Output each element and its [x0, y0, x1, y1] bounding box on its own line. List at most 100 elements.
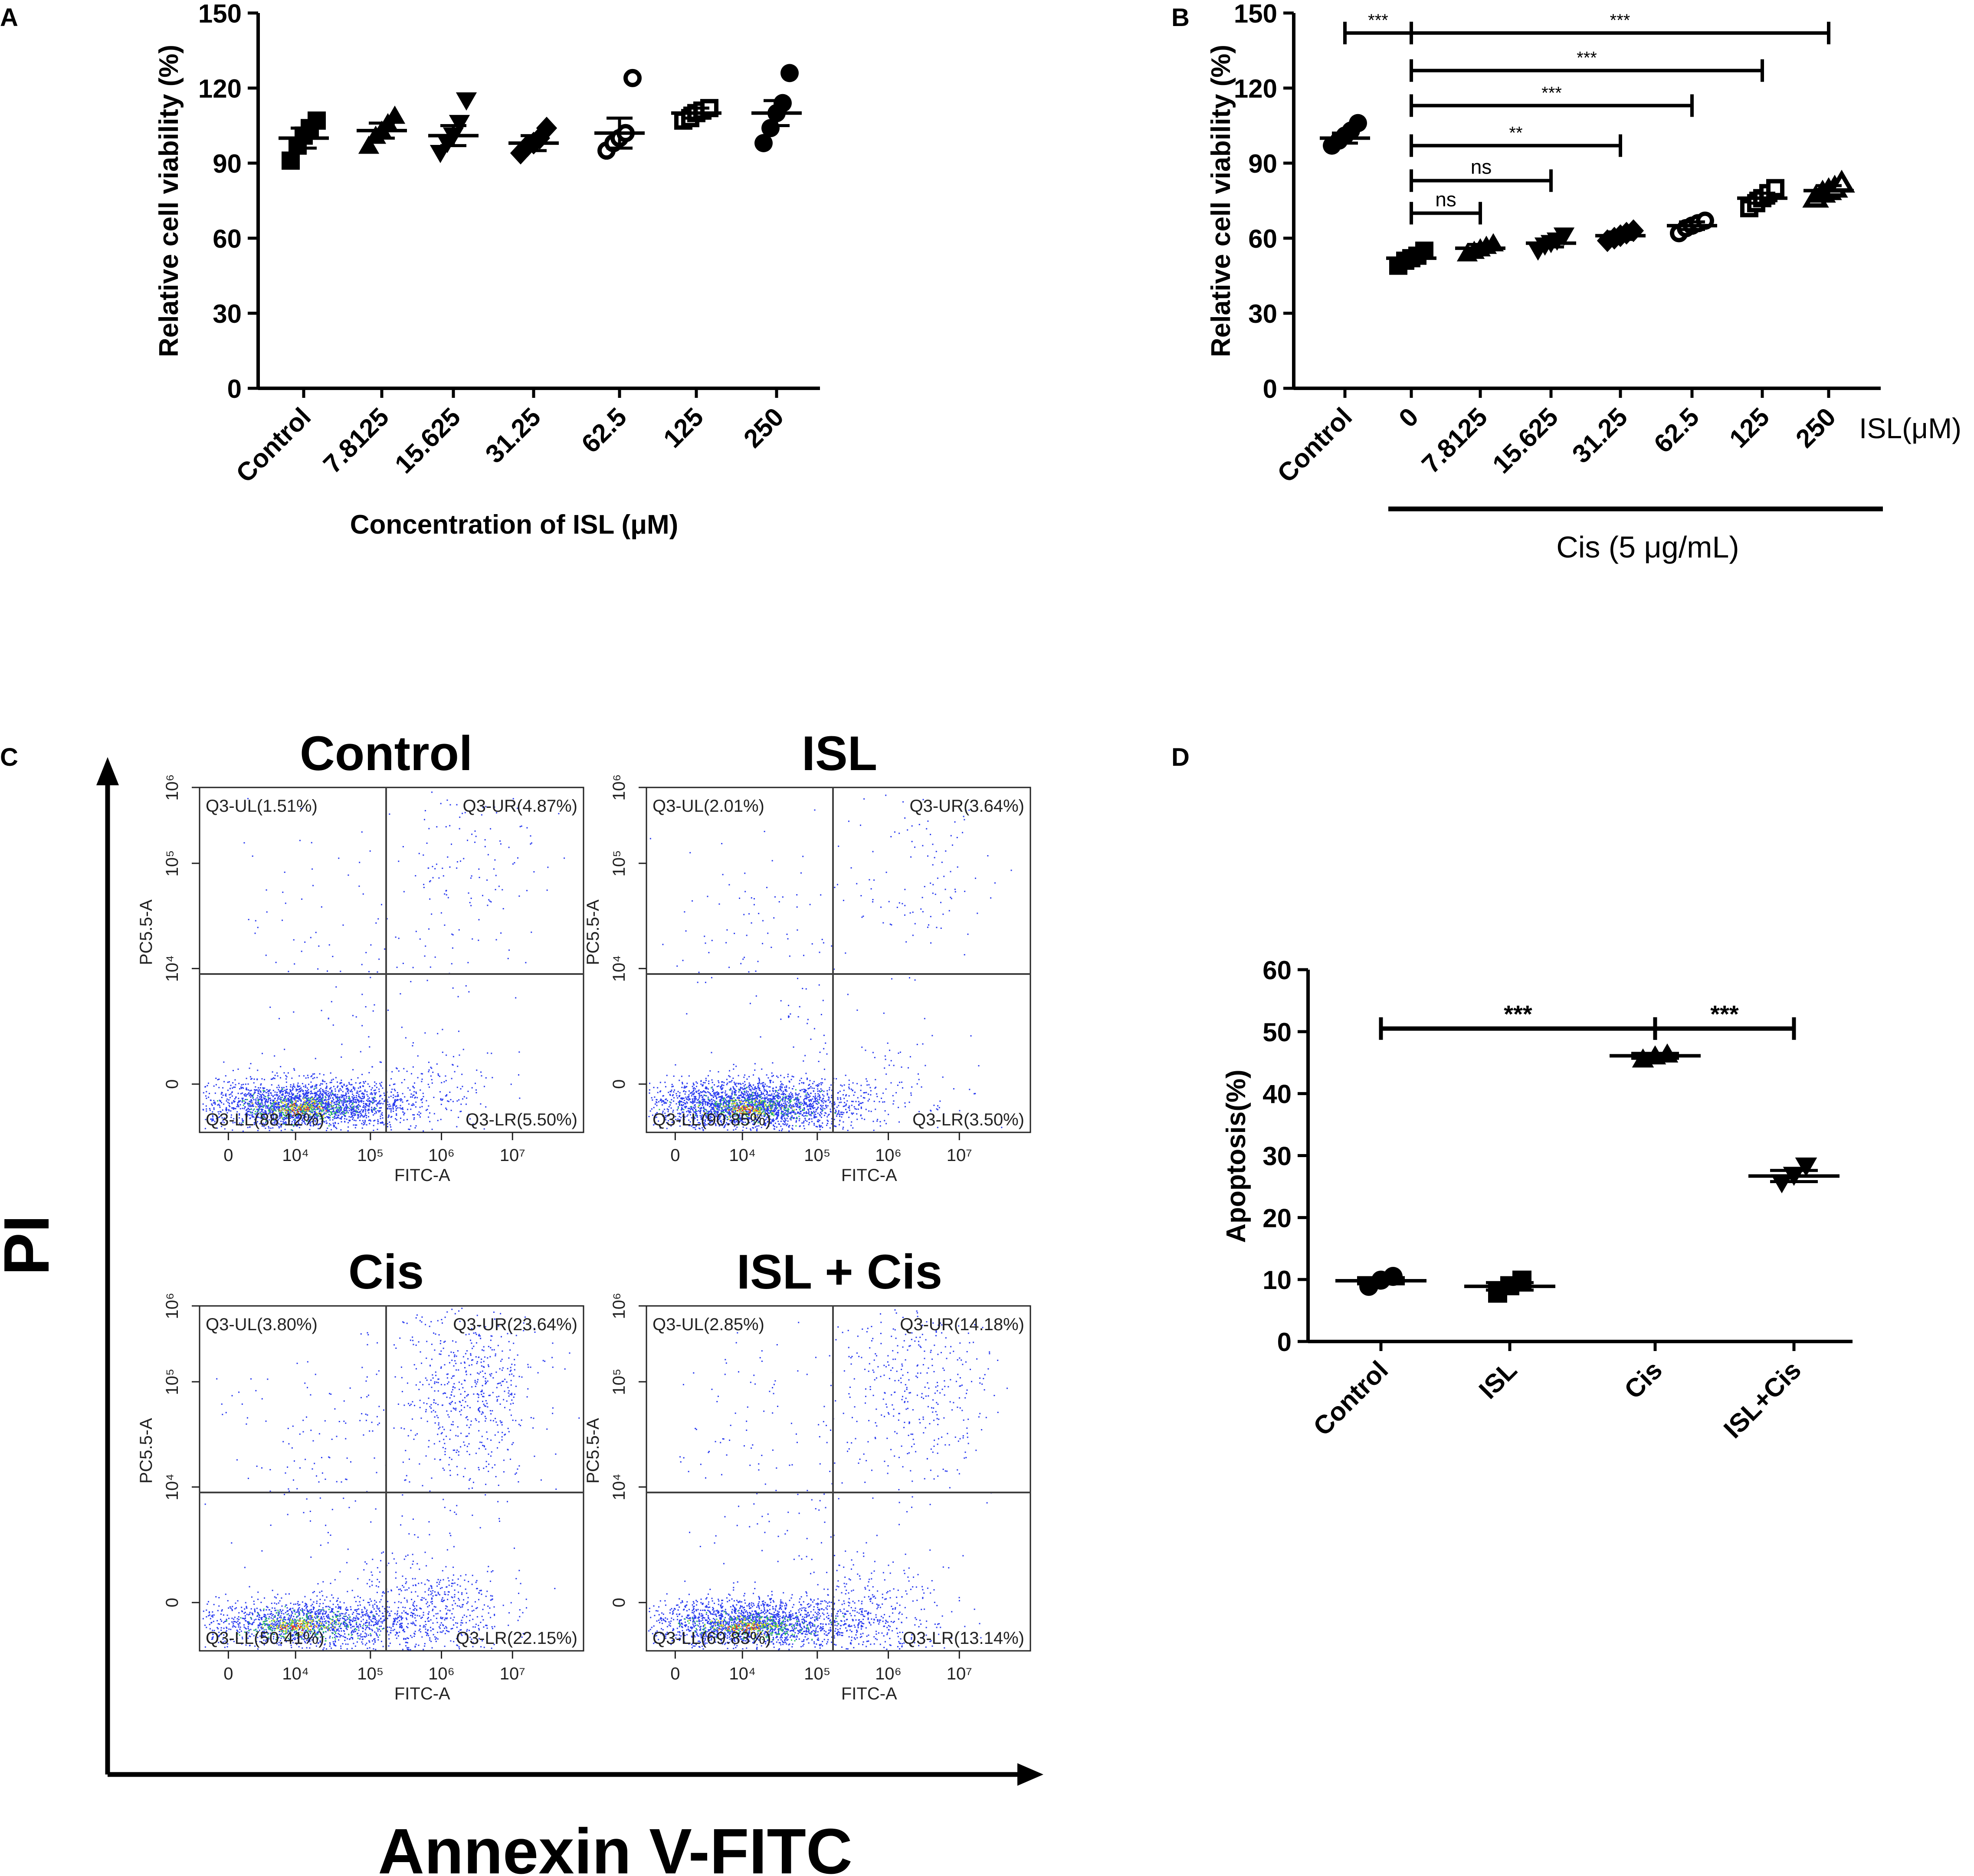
panel-c-dot	[843, 1112, 845, 1114]
panel-c-dot	[330, 1072, 331, 1074]
panel-c-dot	[710, 1095, 712, 1096]
panel-c-dot	[328, 1109, 330, 1111]
panel-c-dot	[285, 1113, 287, 1115]
panel-c-dot	[761, 1068, 763, 1070]
panel-c-dot	[764, 1090, 765, 1092]
panel-c-dot	[803, 1101, 805, 1102]
panel-c-dot	[306, 1098, 308, 1100]
panel-c-dot	[265, 1122, 267, 1124]
panel-c-dot	[738, 1075, 739, 1076]
panel-c-dot	[288, 1098, 289, 1100]
panel-c-dot	[338, 1089, 340, 1091]
panel-c-dot	[322, 1095, 324, 1097]
panel-c-dot	[705, 1109, 706, 1110]
panel-c-dot	[834, 1103, 836, 1105]
panel-c-dot	[255, 1114, 257, 1115]
panel-c-dot	[751, 1121, 753, 1122]
panel-c-dot	[331, 1089, 332, 1091]
panel-c-dot	[210, 1099, 211, 1101]
panel-c-dot	[437, 1120, 439, 1122]
panel-c-dot	[683, 1104, 685, 1106]
panel-c-dot	[250, 1094, 252, 1096]
panel-c-dot	[757, 1093, 758, 1095]
panel-c-dot	[822, 1082, 823, 1084]
panel-c-dot	[467, 840, 469, 841]
panel-c-dot	[488, 899, 490, 901]
panel-c-dot	[257, 1095, 259, 1097]
panel-c-dot	[294, 1095, 296, 1097]
panel-c-dot	[799, 1089, 801, 1091]
panel-c-dot	[291, 1096, 292, 1098]
panel-c-dot	[826, 1116, 828, 1118]
panel-c-dot	[371, 1110, 373, 1112]
panel-b-significance-label: ns	[1435, 188, 1456, 210]
panel-c-dot	[338, 1114, 339, 1116]
panel-c-dot	[282, 1123, 284, 1125]
panel-c-dot	[298, 1095, 300, 1097]
panel-c-dot	[245, 1102, 246, 1103]
panel-c-dot	[322, 1101, 324, 1102]
panel-c-dot	[330, 1102, 331, 1104]
panel-c-dot	[468, 991, 470, 993]
panel-c-dot	[803, 1082, 804, 1083]
panel-c-dot	[813, 1124, 815, 1126]
panel-c-dot	[308, 1100, 310, 1102]
panel-c-dot	[293, 1085, 295, 1087]
panel-c-dot	[321, 1118, 323, 1120]
panel-c-dot	[345, 1101, 347, 1103]
panel-c-dot	[259, 1112, 261, 1113]
panel-c-dot	[689, 1110, 691, 1112]
panel-c-dot	[291, 1121, 293, 1122]
panel-c-dot	[371, 1087, 373, 1089]
panel-c-dot	[452, 947, 453, 949]
panel-c-dot	[341, 1113, 343, 1115]
panel-c-dot	[321, 1097, 323, 1099]
panel-c-dot	[355, 1016, 357, 1018]
panel-c-dot	[669, 1091, 671, 1092]
panel-c-dot	[661, 1101, 662, 1103]
panel-c-dot	[384, 1095, 385, 1096]
panel-c-dot	[738, 1122, 740, 1123]
panel-c-dot	[346, 1118, 348, 1120]
panel-c-dot	[750, 1089, 752, 1090]
panel-c-dot	[761, 1098, 763, 1099]
panel-c-dot	[289, 1102, 291, 1104]
panel-c-dot	[780, 1116, 782, 1118]
panel-c-dot	[258, 1089, 260, 1091]
panel-c-dot	[305, 1092, 306, 1094]
panel-c-dot	[269, 1097, 270, 1099]
panel-a-ytick-label: 90	[213, 149, 242, 178]
panel-c-dot	[295, 1095, 297, 1096]
panel-c-dot	[735, 1082, 737, 1084]
panel-c-dot	[317, 1097, 318, 1099]
panel-c-dot	[381, 1112, 383, 1114]
panel-c-dot	[715, 1114, 717, 1116]
panel-c-dot	[726, 1079, 728, 1080]
panel-c-dot	[277, 1119, 279, 1121]
panel-c-dot	[337, 1111, 338, 1113]
panel-c-dot	[308, 1109, 310, 1110]
panel-c-dot	[518, 1074, 519, 1076]
panel-c-dot	[459, 860, 461, 862]
panel-c-dot	[715, 1124, 717, 1126]
panel-c-dot	[774, 1111, 775, 1112]
panel-c-dot	[785, 1123, 787, 1125]
panel-c-dot	[768, 1098, 770, 1100]
panel-c-dot	[795, 1121, 797, 1123]
panel-c-dot	[308, 1121, 309, 1122]
panel-c-dot	[261, 1100, 262, 1102]
panel-c-dot	[397, 1107, 399, 1109]
panel-c-dot	[391, 1116, 393, 1118]
panel-c-dot	[311, 1116, 312, 1118]
panel-c-dot	[378, 1091, 380, 1092]
panel-c-dot	[301, 1120, 303, 1122]
panel-c-dot	[751, 1105, 753, 1106]
panel-c-dot	[283, 1106, 285, 1108]
panel-c-dot	[292, 1117, 294, 1118]
panel-c-dot	[699, 1092, 701, 1094]
panel-c-dot	[380, 1118, 381, 1119]
panel-c-dot	[259, 1123, 261, 1125]
panel-c-dot	[268, 1089, 269, 1091]
panel-c-dot	[219, 1105, 220, 1107]
panel-c-dot	[803, 1103, 805, 1105]
